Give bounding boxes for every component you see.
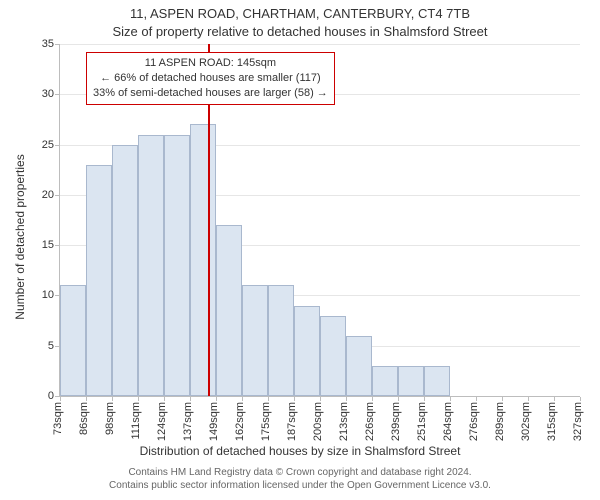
- histogram-bar: [242, 285, 268, 396]
- x-tick-mark: [424, 397, 425, 401]
- x-tick-label: 251sqm: [416, 402, 428, 441]
- histogram-bar: [164, 135, 190, 396]
- x-tick-mark: [216, 397, 217, 401]
- x-tick-mark: [268, 397, 269, 401]
- x-tick-label: 315sqm: [546, 402, 558, 441]
- x-tick-label: 111sqm: [130, 402, 142, 440]
- x-tick-label: 200sqm: [312, 402, 324, 441]
- y-tick-mark: [55, 195, 59, 196]
- histogram-bar: [346, 336, 372, 396]
- histogram-bar: [86, 165, 112, 396]
- x-tick-mark: [112, 397, 113, 401]
- x-tick-label: 264sqm: [442, 402, 454, 441]
- x-tick-mark: [294, 397, 295, 401]
- x-tick-mark: [60, 397, 61, 401]
- y-tick-mark: [55, 346, 59, 347]
- footer-line-2: Contains public sector information licen…: [0, 479, 600, 492]
- x-tick-mark: [242, 397, 243, 401]
- x-tick-label: 175sqm: [260, 402, 272, 441]
- x-tick-mark: [138, 397, 139, 401]
- x-tick-mark: [450, 397, 451, 401]
- y-tick-label: 35: [24, 38, 54, 50]
- x-tick-label: 98sqm: [104, 402, 116, 435]
- annotation-line: 33% of semi-detached houses are larger (…: [93, 86, 328, 101]
- x-tick-label: 289sqm: [494, 402, 506, 441]
- title-line-2: Size of property relative to detached ho…: [0, 24, 600, 39]
- histogram-bar: [60, 285, 86, 396]
- y-axis-label: Number of detached properties: [13, 127, 27, 347]
- title-line-1: 11, ASPEN ROAD, CHARTHAM, CANTERBURY, CT…: [0, 6, 600, 21]
- figure: 11, ASPEN ROAD, CHARTHAM, CANTERBURY, CT…: [0, 0, 600, 500]
- y-tick-mark: [55, 295, 59, 296]
- y-tick-label: 10: [24, 289, 54, 301]
- y-tick-mark: [55, 44, 59, 45]
- y-tick-label: 5: [24, 340, 54, 352]
- histogram-bar: [190, 124, 216, 396]
- x-tick-mark: [164, 397, 165, 401]
- x-tick-mark: [190, 397, 191, 401]
- y-tick-mark: [55, 94, 59, 95]
- y-tick-label: 0: [24, 390, 54, 402]
- x-tick-label: 124sqm: [156, 402, 168, 441]
- histogram-chart: 0510152025303573sqm86sqm98sqm111sqm124sq…: [60, 44, 580, 396]
- x-tick-label: 86sqm: [78, 402, 90, 435]
- gridline-h: [60, 44, 580, 45]
- histogram-bar: [398, 366, 424, 396]
- x-tick-mark: [398, 397, 399, 401]
- y-tick-mark: [55, 245, 59, 246]
- x-tick-label: 213sqm: [338, 402, 350, 441]
- annotation-box: 11 ASPEN ROAD: 145sqm← 66% of detached h…: [86, 52, 335, 105]
- x-tick-mark: [476, 397, 477, 401]
- annotation-line: ← 66% of detached houses are smaller (11…: [93, 71, 328, 86]
- x-tick-mark: [320, 397, 321, 401]
- x-tick-mark: [502, 397, 503, 401]
- x-tick-mark: [580, 397, 581, 401]
- y-tick-label: 25: [24, 139, 54, 151]
- x-tick-label: 239sqm: [390, 402, 402, 441]
- y-tick-label: 15: [24, 239, 54, 251]
- x-tick-mark: [372, 397, 373, 401]
- histogram-bar: [372, 366, 398, 396]
- x-tick-label: 73sqm: [52, 402, 64, 435]
- x-tick-label: 276sqm: [468, 402, 480, 441]
- histogram-bar: [294, 306, 320, 397]
- histogram-bar: [112, 145, 138, 396]
- y-tick-label: 20: [24, 189, 54, 201]
- x-tick-label: 187sqm: [286, 402, 298, 441]
- histogram-bar: [216, 225, 242, 396]
- x-tick-label: 137sqm: [182, 402, 194, 441]
- y-tick-label: 30: [24, 88, 54, 100]
- x-axis-label: Distribution of detached houses by size …: [0, 444, 600, 458]
- footer-line-1: Contains HM Land Registry data © Crown c…: [0, 466, 600, 479]
- x-tick-mark: [528, 397, 529, 401]
- x-tick-label: 226sqm: [364, 402, 376, 441]
- x-tick-label: 162sqm: [234, 402, 246, 441]
- x-tick-label: 302sqm: [520, 402, 532, 441]
- histogram-bar: [138, 135, 164, 396]
- histogram-bar: [424, 366, 450, 396]
- annotation-line: 11 ASPEN ROAD: 145sqm: [93, 56, 328, 71]
- histogram-bar: [268, 285, 294, 396]
- x-tick-label: 327sqm: [572, 402, 584, 441]
- x-tick-mark: [86, 397, 87, 401]
- y-tick-mark: [55, 145, 59, 146]
- x-tick-mark: [346, 397, 347, 401]
- x-tick-mark: [554, 397, 555, 401]
- x-tick-label: 149sqm: [208, 402, 220, 441]
- y-tick-mark: [55, 396, 59, 397]
- histogram-bar: [320, 316, 346, 396]
- footer-attribution: Contains HM Land Registry data © Crown c…: [0, 466, 600, 492]
